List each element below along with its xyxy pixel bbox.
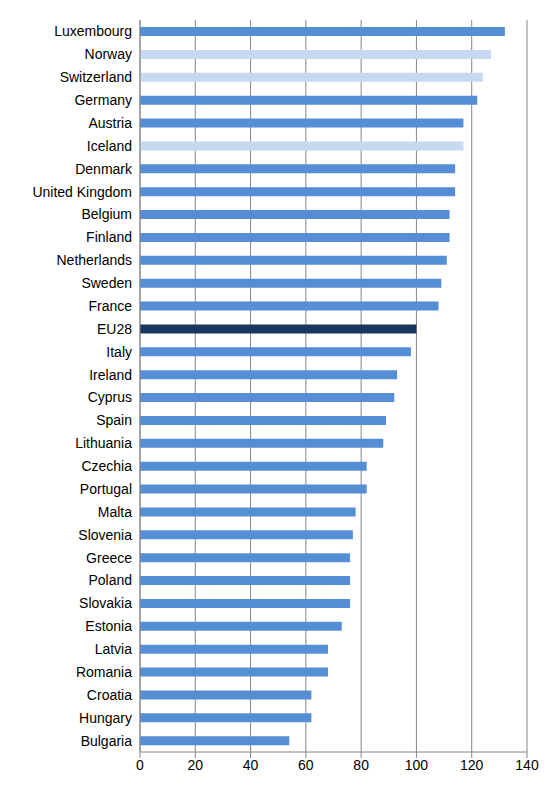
svg-text:Czechia: Czechia bbox=[81, 458, 132, 474]
svg-text:Denmark: Denmark bbox=[75, 161, 133, 177]
svg-text:France: France bbox=[88, 298, 132, 314]
svg-text:140: 140 bbox=[515, 757, 539, 773]
svg-text:Lithuania: Lithuania bbox=[75, 435, 132, 451]
svg-text:Croatia: Croatia bbox=[87, 687, 132, 703]
svg-text:0: 0 bbox=[136, 757, 144, 773]
svg-text:Malta: Malta bbox=[98, 504, 132, 520]
svg-text:Italy: Italy bbox=[106, 344, 132, 360]
svg-text:Romania: Romania bbox=[76, 664, 132, 680]
svg-text:Iceland: Iceland bbox=[87, 138, 132, 154]
svg-text:Austria: Austria bbox=[88, 115, 132, 131]
svg-text:Spain: Spain bbox=[96, 412, 132, 428]
svg-text:20: 20 bbox=[187, 757, 203, 773]
svg-text:Cyprus: Cyprus bbox=[88, 389, 132, 405]
svg-text:Slovenia: Slovenia bbox=[78, 527, 132, 543]
svg-text:Greece: Greece bbox=[86, 550, 132, 566]
svg-text:Switzerland: Switzerland bbox=[60, 69, 132, 85]
svg-text:40: 40 bbox=[243, 757, 259, 773]
svg-text:Ireland: Ireland bbox=[89, 367, 132, 383]
svg-text:60: 60 bbox=[298, 757, 314, 773]
svg-text:80: 80 bbox=[353, 757, 369, 773]
svg-text:Estonia: Estonia bbox=[85, 618, 132, 634]
svg-text:Portugal: Portugal bbox=[80, 481, 132, 497]
svg-text:United Kingdom: United Kingdom bbox=[32, 184, 132, 200]
svg-text:Slovakia: Slovakia bbox=[79, 595, 132, 611]
svg-text:Finland: Finland bbox=[86, 229, 132, 245]
svg-text:Luxembourg: Luxembourg bbox=[54, 23, 132, 39]
svg-text:Bulgaria: Bulgaria bbox=[81, 733, 133, 749]
svg-text:100: 100 bbox=[405, 757, 429, 773]
svg-text:Norway: Norway bbox=[85, 46, 132, 62]
svg-text:120: 120 bbox=[460, 757, 484, 773]
svg-text:Germany: Germany bbox=[74, 92, 132, 108]
svg-text:Netherlands: Netherlands bbox=[57, 252, 133, 268]
svg-text:Poland: Poland bbox=[88, 572, 132, 588]
svg-text:Sweden: Sweden bbox=[81, 275, 132, 291]
svg-text:EU28: EU28 bbox=[97, 321, 132, 337]
svg-text:Belgium: Belgium bbox=[81, 206, 132, 222]
svg-text:Hungary: Hungary bbox=[79, 710, 132, 726]
svg-text:Latvia: Latvia bbox=[95, 641, 133, 657]
